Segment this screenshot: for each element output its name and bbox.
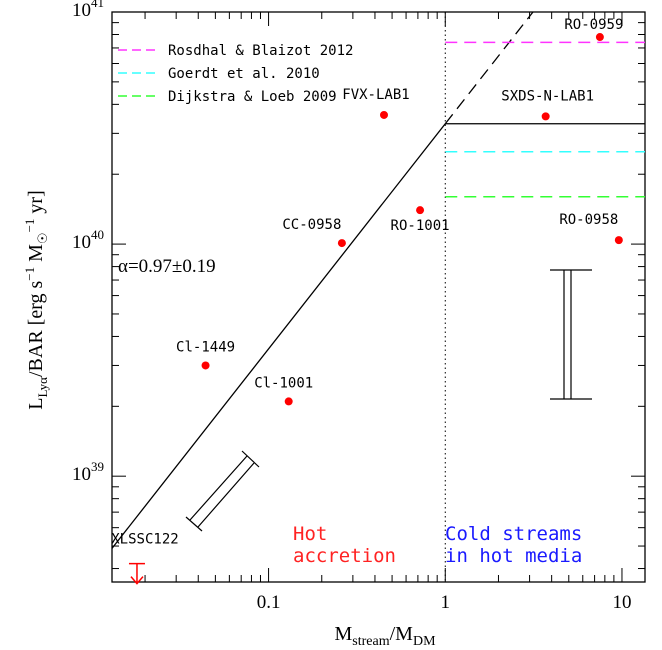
point-labels: Rosdhal & Blaizot 2012 Goerdt et al. 2010…	[111, 17, 623, 548]
data-point	[595, 33, 604, 42]
region-cold-line1: Cold streams	[445, 523, 582, 545]
legend-label: Rosdhal & Blaizot 2012	[168, 43, 353, 59]
region-hot-line2: accretion	[293, 545, 396, 567]
x-tick-label: 0.1	[257, 592, 281, 613]
point-label: FVX-LAB1	[342, 87, 409, 103]
point-label: RO-1001	[391, 218, 450, 234]
slope-uncertainty-cap	[241, 450, 260, 468]
data-point	[337, 239, 346, 248]
axes: 0.1 1 10 1039 1040 1041	[72, 0, 646, 613]
y-tick-label: 1041	[72, 0, 104, 21]
plot-lines	[111, 11, 645, 582]
point-label: RO-0958	[559, 212, 618, 228]
upper-limit-label: XLSSC122	[111, 532, 178, 548]
data-point	[201, 361, 210, 370]
plot-frame	[111, 11, 646, 583]
point-label: Cl-1001	[254, 375, 313, 391]
fit-annotation: α=0.97±0.19	[118, 256, 216, 277]
legend-label: Dijkstra & Loeb 2009	[168, 89, 337, 105]
y-axis-label: LLyα/BAR [erg s−1 M☉−1 yr]	[22, 190, 50, 410]
vertical-uncertainty-bar	[563, 270, 572, 399]
point-label: Cl-1449	[176, 339, 235, 355]
slope-uncertainty-bar	[189, 455, 255, 528]
x-tick-label: 10	[612, 592, 631, 613]
data-point	[541, 112, 550, 121]
data-point	[416, 206, 425, 215]
data-point	[614, 236, 623, 245]
upper-limit-arrowhead	[130, 576, 144, 585]
x-axis-label: Mstream/MDM	[334, 623, 436, 649]
y-tick-label: 1039	[72, 459, 104, 485]
region-cold-line2: in hot media	[445, 545, 582, 567]
data-point	[379, 110, 388, 119]
region-hot-line1: Hot	[293, 523, 327, 545]
x-tick-label: 1	[441, 592, 451, 613]
y-tick-label: 1040	[72, 227, 104, 253]
point-label: SXDS-N-LAB1	[501, 88, 594, 104]
data-point	[284, 397, 293, 406]
slope-uncertainty-cap	[185, 516, 203, 532]
legend-label: Goerdt et al. 2010	[168, 66, 320, 82]
point-label: RO-0959	[564, 17, 623, 33]
point-label: CC-0958	[282, 217, 341, 233]
data-points	[128, 33, 623, 585]
fit-line-extrapolation	[444, 11, 534, 125]
fit-line	[111, 123, 446, 549]
